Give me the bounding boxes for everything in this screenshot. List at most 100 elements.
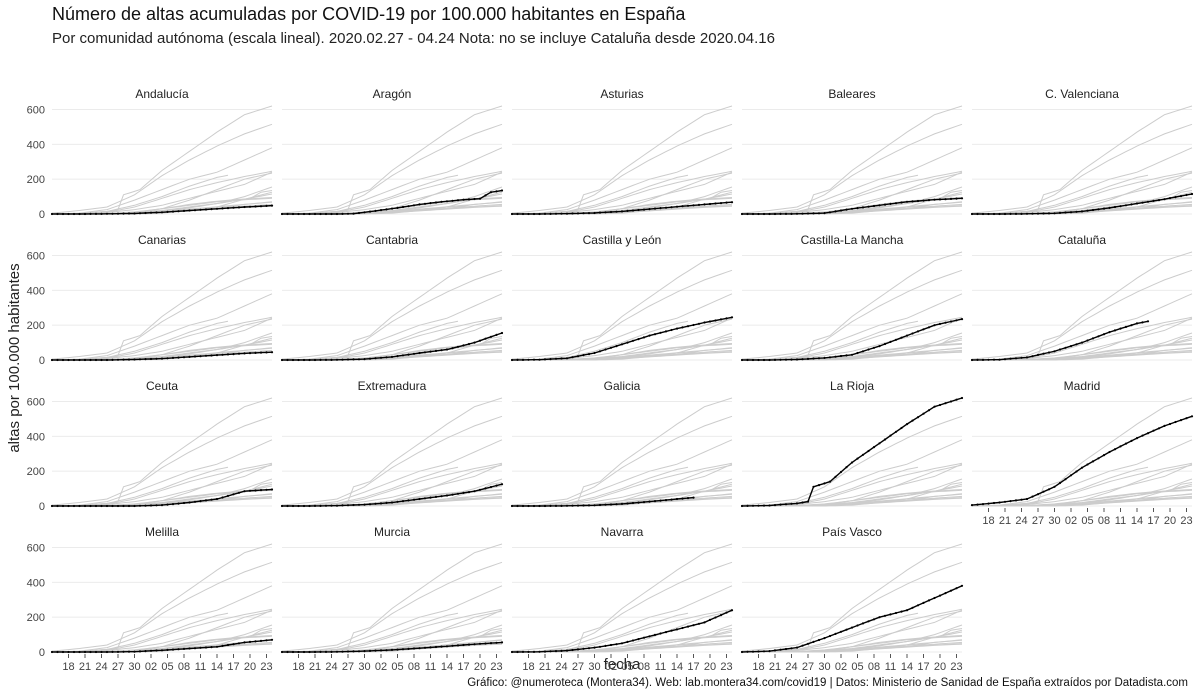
highlight-series-point [1042,352,1045,355]
highlight-series-point [357,650,361,653]
highlight-series-point [313,650,317,654]
highlight-series-point [784,503,788,506]
facet-strip-label: Navarra [601,525,644,539]
highlight-series-point [401,648,405,651]
highlight-series-point [1014,499,1018,502]
highlight-series-point [390,501,394,504]
background-series-line [512,629,733,653]
highlight-series-point [675,628,679,631]
x-tick-label: 11 [885,661,896,673]
highlight-series-point [100,504,103,508]
highlight-series-point [987,502,990,505]
highlight-series-point [949,400,953,403]
highlight-series-point [1146,320,1150,323]
highlight-series-point [801,501,804,504]
highlight-series-point [1064,346,1067,349]
highlight-series-point [259,639,263,643]
highlight-series-point [67,504,70,508]
highlight-series-point [265,639,268,642]
highlight-series-point [905,423,909,426]
facet-strip-label: Galicia [604,379,641,393]
highlight-series-point [122,212,125,215]
highlight-series-point [790,647,793,650]
x-tick-label: 21 [999,515,1011,527]
highlight-series-point [1130,324,1133,327]
highlight-series-point [94,650,98,654]
background-series-line [741,123,963,214]
highlight-series-point [232,206,235,209]
background-series-line [51,585,273,653]
highlight-series-point [346,358,350,361]
highlight-series-point [335,212,339,216]
highlight-series-point [462,491,465,494]
highlight-series-point [730,609,734,612]
highlight-series-point [927,599,931,602]
highlight-series-point [1069,345,1073,348]
background-series-line [52,191,273,215]
highlight-series-point [565,504,569,507]
highlight-series-point [72,212,76,216]
highlight-series-point [538,650,541,653]
facet-strip-label: Madrid [1064,379,1101,393]
highlight-series-point [532,212,536,216]
highlight-series-point [1053,485,1056,488]
highlight-series-point [144,358,147,361]
highlight-series-point [1031,212,1034,215]
y-tick-label: 400 [27,285,45,297]
facet-panel: Castilla-La Mancha [740,233,964,362]
highlight-series-point [598,503,602,507]
highlight-series-point [1190,192,1194,196]
highlight-series-point [911,332,914,335]
background-series-line [511,439,733,507]
highlight-series-point [944,198,947,201]
highlight-series-point [894,430,898,433]
highlight-series-point [56,212,59,216]
highlight-series-point [368,503,372,506]
highlight-series-point [495,484,498,487]
highlight-series-point [850,353,854,356]
highlight-series-point [308,650,311,654]
highlight-series-point [489,642,493,645]
highlight-series-point [363,211,366,214]
highlight-series-point [319,650,322,654]
highlight-series-point [1091,208,1095,212]
highlight-series-point [604,348,607,351]
highlight-series-point [998,212,1001,216]
highlight-series-point [155,649,158,652]
highlight-series-point [221,496,224,499]
highlight-series-point [61,650,65,654]
highlight-series-point [324,504,328,507]
highlight-series-point [379,356,383,359]
highlight-series-point [1080,466,1084,469]
highlight-series-point [1157,427,1161,430]
highlight-series-point [341,504,344,507]
highlight-series-point [204,354,208,357]
highlight-series-point [193,209,197,212]
x-tick-label: 17 [227,661,239,673]
highlight-series-point [878,442,881,445]
highlight-series-point [790,502,793,505]
background-series-line [281,439,503,507]
highlight-series-point [867,348,870,351]
highlight-series-point [653,633,657,637]
highlight-series-point [226,643,230,647]
x-tick-label: 23 [950,661,962,673]
highlight-series-point [254,489,257,492]
highlight-series-point [757,504,760,507]
x-tick-label: 23 [260,661,272,673]
highlight-series-point [970,212,974,216]
highlight-series-point [61,358,65,362]
highlight-series-point [850,626,854,629]
highlight-series-point [149,649,153,652]
highlight-series-point [166,648,169,652]
x-tick-label: 30 [588,661,600,673]
y-tick-label: 600 [27,104,45,116]
highlight-series-point [889,434,892,437]
highlight-series-point [407,647,410,651]
highlight-series-point [883,614,887,617]
highlight-series-point [478,642,482,645]
highlight-series-point [894,338,898,341]
highlight-series-point [626,209,629,212]
background-series-line [742,629,963,653]
highlight-series-point [911,606,914,609]
